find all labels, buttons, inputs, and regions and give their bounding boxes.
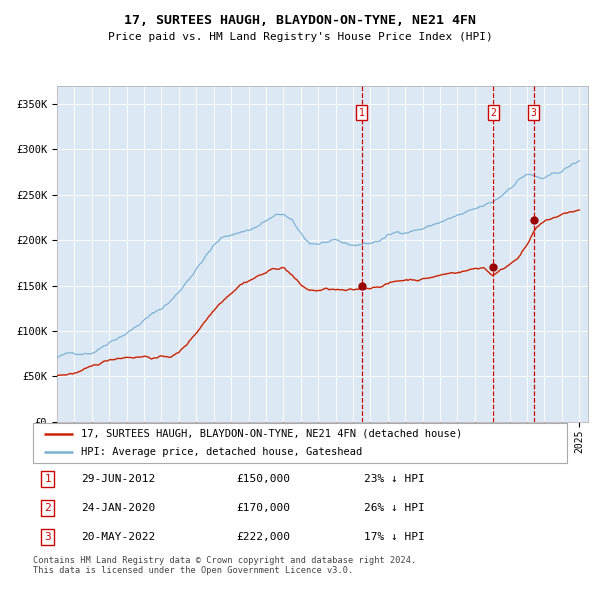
Text: 3: 3 — [531, 108, 536, 118]
Text: £150,000: £150,000 — [236, 474, 290, 484]
Text: 26% ↓ HPI: 26% ↓ HPI — [364, 503, 425, 513]
Text: 1: 1 — [44, 474, 52, 484]
Text: Price paid vs. HM Land Registry's House Price Index (HPI): Price paid vs. HM Land Registry's House … — [107, 32, 493, 42]
Text: 17% ↓ HPI: 17% ↓ HPI — [364, 532, 425, 542]
Text: 24-JAN-2020: 24-JAN-2020 — [81, 503, 155, 513]
Text: 29-JUN-2012: 29-JUN-2012 — [81, 474, 155, 484]
Text: 3: 3 — [44, 532, 52, 542]
Text: 1: 1 — [359, 108, 364, 118]
Text: 17, SURTEES HAUGH, BLAYDON-ON-TYNE, NE21 4FN (detached house): 17, SURTEES HAUGH, BLAYDON-ON-TYNE, NE21… — [81, 429, 463, 439]
Text: 23% ↓ HPI: 23% ↓ HPI — [364, 474, 425, 484]
Text: HPI: Average price, detached house, Gateshead: HPI: Average price, detached house, Gate… — [81, 447, 362, 457]
Text: 2: 2 — [491, 108, 496, 118]
Text: 17, SURTEES HAUGH, BLAYDON-ON-TYNE, NE21 4FN: 17, SURTEES HAUGH, BLAYDON-ON-TYNE, NE21… — [124, 14, 476, 27]
Text: £222,000: £222,000 — [236, 532, 290, 542]
Text: 20-MAY-2022: 20-MAY-2022 — [81, 532, 155, 542]
Text: 2: 2 — [44, 503, 52, 513]
Text: £170,000: £170,000 — [236, 503, 290, 513]
Text: Contains HM Land Registry data © Crown copyright and database right 2024.
This d: Contains HM Land Registry data © Crown c… — [33, 556, 416, 575]
